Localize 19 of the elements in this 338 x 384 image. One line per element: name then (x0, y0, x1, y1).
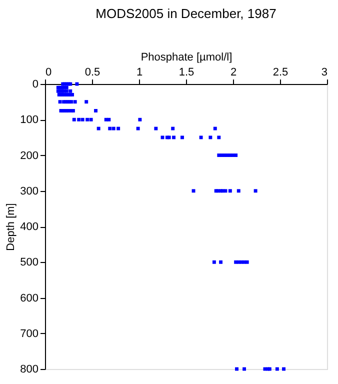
x-tick-label: 0 (46, 66, 52, 78)
x-tick-label: 1 (136, 66, 143, 78)
y-tick-label: 800 (20, 364, 38, 376)
y-tick-label: 500 (20, 256, 38, 269)
x-axis-title: Phosphate [µmol/l] (140, 52, 232, 64)
x-tick-label: 1.5 (178, 66, 194, 78)
y-tick-label: 400 (20, 221, 38, 233)
y-tick-label: 0 (32, 78, 38, 90)
chart-title: MODS2005 in December, 1987 (96, 6, 276, 21)
x-tick-label: 2 (230, 66, 237, 78)
y-tick-label: 600 (20, 292, 38, 304)
y-tick-label: 100 (20, 114, 38, 126)
x-tick-label: 3 (321, 66, 328, 78)
x-tick-label: 0.5 (84, 66, 100, 78)
y-tick-label: 700 (20, 328, 38, 340)
x-tick-label: 2.5 (272, 66, 288, 78)
y-tick-label: 200 (20, 150, 38, 162)
y-tick-label: 300 (20, 185, 38, 198)
y-axis-title: Depth [m] (5, 203, 18, 251)
